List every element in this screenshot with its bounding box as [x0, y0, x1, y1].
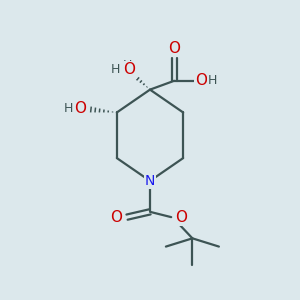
Text: O: O	[196, 73, 208, 88]
Text: H: H	[111, 63, 120, 76]
Text: N: N	[145, 174, 155, 188]
Text: O: O	[74, 101, 86, 116]
Text: O: O	[123, 62, 135, 77]
Text: H: H	[64, 102, 74, 116]
Text: H: H	[123, 59, 132, 72]
Text: H: H	[208, 74, 217, 87]
Text: O: O	[110, 210, 122, 225]
Text: O: O	[168, 40, 180, 56]
Text: O: O	[176, 210, 188, 225]
